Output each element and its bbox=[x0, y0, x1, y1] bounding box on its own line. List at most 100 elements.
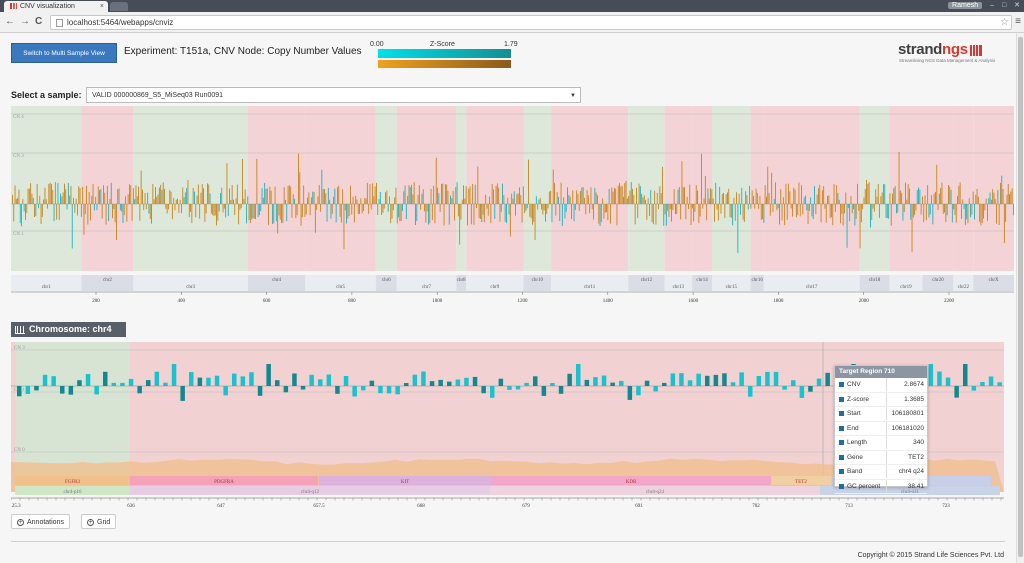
cnv-bar bbox=[896, 204, 897, 214]
cnv-bar bbox=[455, 187, 457, 204]
cnv-bar bbox=[298, 153, 299, 204]
cnv-bar bbox=[270, 190, 272, 204]
bookmark-star-icon[interactable]: ☆ bbox=[1000, 17, 1009, 28]
target-region-bar bbox=[782, 386, 787, 390]
cnv-bar bbox=[247, 196, 249, 204]
target-region-bar bbox=[558, 386, 564, 394]
browser-menu-icon[interactable]: ≡ bbox=[1015, 16, 1021, 27]
cnv-bar bbox=[195, 204, 197, 218]
target-region-bar bbox=[386, 386, 392, 394]
reload-icon[interactable]: C bbox=[35, 16, 43, 27]
maximize-icon[interactable]: □ bbox=[1001, 2, 1007, 9]
tab-close-icon[interactable]: × bbox=[99, 3, 104, 10]
cnv-bar bbox=[450, 195, 451, 204]
cnv-bar bbox=[923, 204, 925, 222]
cnv-bar bbox=[441, 183, 442, 204]
cnv-bar bbox=[906, 199, 908, 204]
cnv-bar bbox=[70, 186, 72, 204]
annotations-button[interactable]: + Annotations bbox=[11, 514, 70, 529]
cnv-bar bbox=[888, 204, 890, 219]
cn-axis-label: CN 1 bbox=[13, 232, 24, 237]
cnv-bar bbox=[708, 198, 710, 204]
chromosome-label: chr2 bbox=[103, 278, 112, 283]
cnv-bar bbox=[870, 204, 871, 228]
cnv-bar bbox=[812, 204, 814, 220]
cnv-bar bbox=[541, 204, 542, 210]
page-scrollbar[interactable] bbox=[1016, 33, 1024, 563]
cnv-bar bbox=[643, 195, 645, 204]
cnv-bar bbox=[210, 204, 212, 214]
tooltip-value: 1.3685 bbox=[904, 395, 924, 403]
cnv-bar bbox=[751, 190, 753, 204]
close-window-icon[interactable]: ✕ bbox=[1014, 2, 1020, 9]
chromosome-label: chr7 bbox=[422, 285, 431, 290]
chromosome-title: Chromosome: chr4 bbox=[29, 324, 112, 334]
cnv-bar bbox=[776, 204, 778, 211]
cnv-bar bbox=[555, 204, 557, 216]
cnv-bar bbox=[638, 183, 640, 204]
target-region-bar bbox=[988, 376, 994, 386]
cnv-bar bbox=[333, 196, 334, 204]
cnv-bar bbox=[407, 195, 409, 204]
cnv-bar bbox=[697, 190, 698, 204]
browser-tab[interactable]: CNV visualization × bbox=[4, 1, 108, 12]
profile-name[interactable]: Ramesh bbox=[948, 2, 983, 9]
cnv-bar bbox=[511, 193, 513, 204]
tooltip-value: 2.8674 bbox=[904, 381, 924, 388]
cnv-bar bbox=[75, 198, 77, 204]
cnv-bar bbox=[959, 182, 961, 204]
chromosome-strip-chr22 bbox=[953, 275, 974, 291]
cnv-bar bbox=[138, 186, 139, 204]
url-field[interactable]: localhost:5464/webapps/cnviz ☆ bbox=[50, 15, 1012, 30]
cnv-bar bbox=[399, 204, 401, 222]
cnv-bar bbox=[517, 193, 519, 204]
x-tick-label: 800 bbox=[348, 299, 356, 304]
cnv-bar bbox=[620, 186, 622, 204]
zscore-min-label: 0.00 bbox=[370, 41, 384, 48]
chromosome-band-chr3 bbox=[133, 106, 248, 271]
chromosome-strip-chr7 bbox=[396, 275, 457, 291]
cnv-bar bbox=[769, 204, 771, 216]
cnv-bar bbox=[984, 204, 986, 211]
target-region-bar bbox=[85, 374, 91, 386]
cnv-bar bbox=[97, 186, 99, 204]
cytoband-0 bbox=[15, 486, 130, 495]
cnv-bar bbox=[993, 192, 995, 204]
cnv-bar bbox=[889, 193, 891, 204]
forward-icon[interactable]: → bbox=[20, 16, 30, 27]
cnv-bar bbox=[104, 192, 106, 204]
cnv-bar bbox=[854, 204, 856, 226]
minimize-icon[interactable]: – bbox=[990, 2, 994, 9]
cnv-bar bbox=[863, 197, 865, 204]
cnv-bar bbox=[418, 185, 420, 204]
cnv-bar bbox=[749, 185, 750, 204]
chromosome-label: chr19 bbox=[900, 285, 912, 290]
sample-select[interactable]: VALID 000000869_S5_MiSeq03 Run0091 ▼ bbox=[86, 87, 581, 103]
switch-multi-sample-button[interactable]: Switch to Multi Sample View bbox=[11, 43, 117, 63]
new-tab-button[interactable] bbox=[110, 2, 128, 11]
cnv-bar bbox=[468, 188, 470, 204]
cnv-bar bbox=[114, 204, 116, 223]
cnv-bar bbox=[156, 196, 158, 204]
cnv-bar bbox=[118, 188, 120, 204]
target-region-bar bbox=[636, 386, 641, 396]
cnv-bar bbox=[899, 190, 901, 204]
back-icon[interactable]: ← bbox=[5, 16, 15, 27]
chromosome-band-chr12 bbox=[628, 106, 665, 271]
cnv-bar bbox=[225, 204, 227, 218]
target-region-bar bbox=[593, 377, 598, 386]
cnv-bar bbox=[563, 197, 565, 204]
cnv-bar bbox=[615, 188, 617, 204]
cnv-bar bbox=[422, 189, 424, 204]
scrollbar-thumb[interactable] bbox=[1018, 37, 1023, 557]
cnv-bar bbox=[724, 204, 726, 219]
cnv-bar bbox=[318, 185, 320, 204]
cnv-bar bbox=[737, 204, 739, 253]
grid-button[interactable]: + Grid bbox=[81, 514, 117, 529]
cnv-bar bbox=[277, 204, 279, 234]
genome-cnv-plot[interactable]: CN 4 CN 3 CN 1 chr1 chr2 chr3 chr4 chr5 chr6 chr7… bbox=[11, 106, 1014, 306]
cnv-bar bbox=[91, 195, 93, 204]
cnv-bar bbox=[966, 204, 968, 220]
cnv-bar bbox=[79, 188, 81, 204]
x-tick-label: 723 bbox=[942, 504, 950, 509]
